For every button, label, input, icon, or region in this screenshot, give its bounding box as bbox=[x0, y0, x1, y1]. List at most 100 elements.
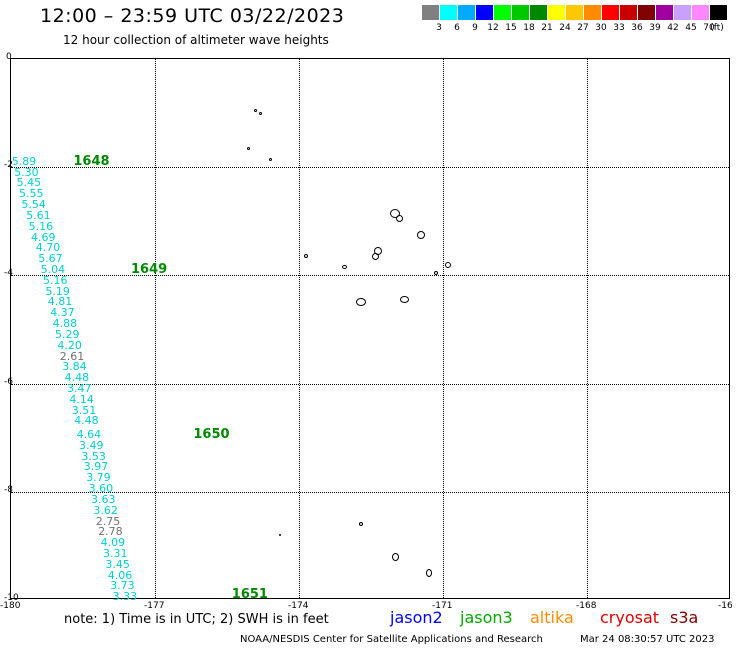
wave-height-value: 4.69 bbox=[31, 230, 56, 244]
wave-height-value: 5.45 bbox=[16, 176, 42, 190]
legend-swatch bbox=[458, 5, 475, 20]
x-tick-label: -171 bbox=[432, 601, 453, 611]
wave-height-value: 5.19 bbox=[45, 284, 70, 298]
legend-swatch bbox=[512, 5, 529, 20]
grid-line-lat bbox=[11, 491, 729, 493]
grid-line-lon bbox=[443, 59, 444, 598]
wave-height-value: 4.37 bbox=[50, 306, 75, 320]
wave-height-value: 3.84 bbox=[62, 360, 87, 374]
grid-line-lat bbox=[11, 275, 729, 277]
grid-line-lat bbox=[11, 167, 729, 169]
legend-swatch bbox=[566, 5, 583, 20]
grid-line-lon bbox=[155, 59, 156, 598]
wave-height-value: 3.53 bbox=[81, 449, 106, 463]
wave-height-value: 5.16 bbox=[43, 273, 68, 287]
wave-height-value: 5.55 bbox=[19, 187, 44, 201]
wave-height-value: 5.16 bbox=[28, 219, 54, 233]
y-tick-label: 0 bbox=[6, 52, 12, 62]
wave-height-value: 3.63 bbox=[91, 492, 116, 506]
wave-height-value: 3.97 bbox=[83, 460, 109, 474]
credit-line: NOAA/NESDIS Center for Satellite Applica… bbox=[240, 634, 543, 645]
island-outline bbox=[356, 298, 367, 307]
legend-unit: (ft) bbox=[710, 23, 724, 33]
island-outline bbox=[359, 522, 364, 527]
island-outline bbox=[390, 208, 400, 218]
wave-height-value: 4.09 bbox=[100, 536, 126, 550]
legend-swatch bbox=[692, 5, 709, 20]
island-outline bbox=[304, 254, 309, 259]
island-outline bbox=[268, 157, 272, 161]
wave-height-value: 3.51 bbox=[71, 403, 97, 417]
x-tick-label: -177 bbox=[144, 601, 165, 611]
wave-height-value: 5.67 bbox=[38, 252, 63, 266]
map-title: 12:00 – 23:59 UTC 03/22/2023 bbox=[40, 5, 345, 27]
wave-height-value: 3.60 bbox=[88, 482, 114, 496]
legend-swatch bbox=[602, 5, 619, 20]
y-tick-label: -6 bbox=[4, 376, 13, 387]
island-outline bbox=[259, 111, 263, 115]
legend-label: 18 bbox=[523, 23, 535, 33]
wave-height-value: 2.61 bbox=[59, 349, 85, 363]
legend-swatch bbox=[710, 5, 727, 20]
legend-swatch bbox=[656, 5, 673, 20]
legend-label: 9 bbox=[472, 23, 478, 33]
legend-label: 15 bbox=[505, 23, 517, 33]
legend-swatch bbox=[494, 5, 511, 20]
legend-label: 36 bbox=[631, 23, 643, 33]
wave-height-value: 3.31 bbox=[103, 547, 128, 560]
island-outline bbox=[417, 230, 426, 239]
wave-height-value: 5.54 bbox=[21, 198, 46, 212]
y-tick-label: -8 bbox=[4, 484, 13, 495]
x-tick-label: -168 bbox=[576, 601, 597, 611]
legend-label: 6 bbox=[454, 23, 460, 33]
grid-line-lat bbox=[11, 383, 729, 385]
legend-swatch bbox=[422, 5, 439, 20]
legend-label: 42 bbox=[667, 23, 679, 33]
legend-label: 39 bbox=[649, 23, 661, 33]
x-tick-label: -180 bbox=[0, 601, 21, 611]
wave-height-value: 2.75 bbox=[95, 514, 121, 528]
legend-label: 21 bbox=[541, 23, 553, 33]
legend-swatch bbox=[548, 5, 565, 20]
y-tick-label: -2 bbox=[4, 160, 13, 171]
wave-height-value: 3.73 bbox=[110, 579, 135, 593]
wave-height-value: 4.06 bbox=[107, 568, 133, 582]
wave-height-value: 3.79 bbox=[86, 471, 111, 485]
legend-label: 27 bbox=[577, 23, 589, 33]
x-tick-label: -16 bbox=[718, 601, 733, 611]
legend-swatch bbox=[620, 5, 637, 20]
grid-line-lon bbox=[587, 59, 588, 598]
legend-swatch bbox=[476, 5, 493, 20]
legend-swatch bbox=[638, 5, 655, 20]
satellite-name-cryosat: cryosat bbox=[600, 608, 660, 627]
island-outline bbox=[254, 108, 258, 112]
island-outline bbox=[433, 270, 438, 275]
legend-label: 45 bbox=[685, 23, 697, 33]
grid-line-lon bbox=[299, 59, 300, 598]
wave-height-value: 4.48 bbox=[74, 414, 99, 428]
y-tick-label: -4 bbox=[4, 268, 13, 279]
footnote: note: 1) Time is in UTC; 2) SWH is in fe… bbox=[64, 612, 329, 627]
wave-height-value: 4.88 bbox=[52, 317, 78, 331]
legend-label: 24 bbox=[559, 23, 571, 33]
wave-height-value: 3.62 bbox=[93, 503, 118, 517]
satellite-name-jason3: jason3 bbox=[460, 608, 513, 627]
wave-height-value: 4.48 bbox=[64, 371, 90, 385]
legend-swatch bbox=[674, 5, 691, 20]
wave-height-value: 4.81 bbox=[47, 295, 73, 309]
island-outline bbox=[425, 568, 432, 577]
wave-height-value: 3.33 bbox=[112, 590, 138, 604]
pass-number-label: 1648 bbox=[73, 153, 110, 169]
x-tick-label: -174 bbox=[288, 601, 309, 611]
island-outline bbox=[374, 247, 383, 256]
wave-height-value: 5.04 bbox=[40, 262, 66, 276]
wave-height-value: 2.78 bbox=[98, 525, 123, 539]
wave-height-value: 3.45 bbox=[105, 557, 130, 571]
legend-swatch bbox=[440, 5, 457, 20]
wave-height-value: 4.14 bbox=[69, 392, 94, 406]
pass-number-label: 1649 bbox=[131, 261, 168, 277]
legend-swatch bbox=[530, 5, 547, 20]
legend-label: 12 bbox=[487, 23, 499, 33]
satellite-name-altika: altika bbox=[530, 608, 574, 627]
map-plot-area: 5.89 5.30 5.45 5.55 5.54 5.61 5.16 4.69 4.70 5.67… bbox=[10, 58, 730, 604]
